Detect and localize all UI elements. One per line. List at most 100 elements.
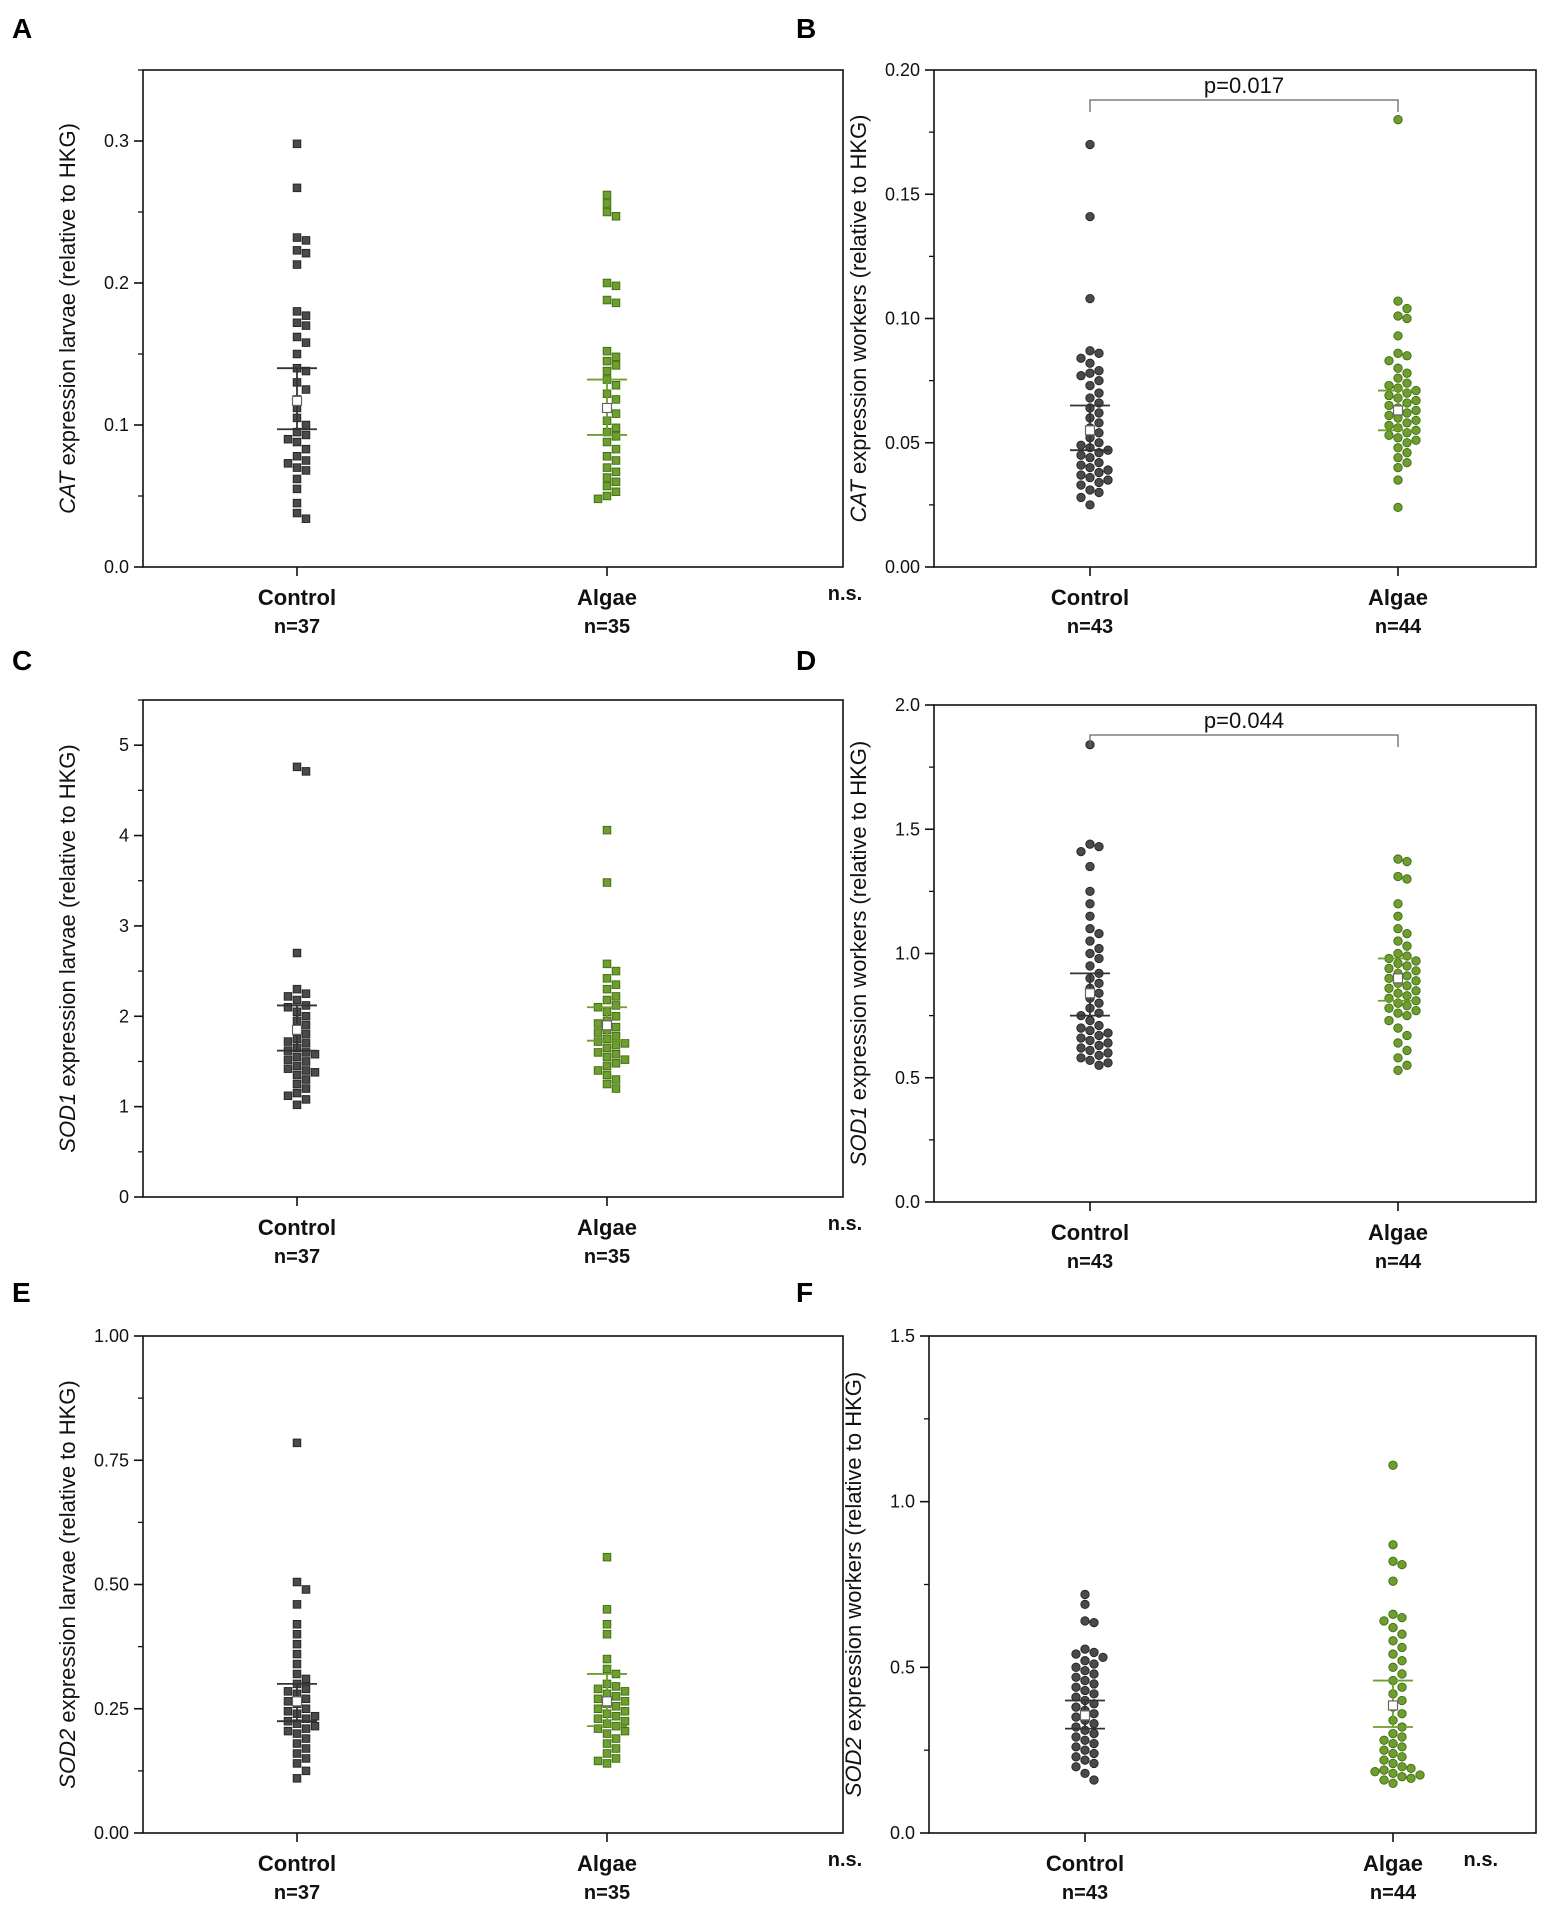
y-tick-label: 3 bbox=[119, 916, 129, 936]
data-point bbox=[1094, 998, 1104, 1008]
data-point bbox=[1085, 948, 1095, 959]
data-point bbox=[611, 1734, 621, 1743]
data-point bbox=[1080, 1685, 1090, 1696]
data-point bbox=[1388, 1758, 1398, 1769]
data-point bbox=[1094, 477, 1104, 488]
data-point bbox=[1384, 380, 1394, 391]
data-point bbox=[1402, 874, 1412, 884]
data-point bbox=[292, 1061, 302, 1071]
n-label: n=43 bbox=[1062, 1882, 1108, 1904]
data-point bbox=[1397, 1656, 1407, 1666]
data-point bbox=[1085, 961, 1095, 971]
mean-marker bbox=[601, 402, 613, 414]
data-point bbox=[292, 984, 302, 994]
data-point bbox=[301, 366, 311, 376]
data-point bbox=[1076, 470, 1086, 480]
data-point bbox=[1089, 1617, 1099, 1628]
data-point bbox=[292, 349, 302, 359]
data-point bbox=[611, 467, 621, 477]
data-point bbox=[602, 1664, 612, 1674]
data-point bbox=[611, 352, 621, 362]
data-point bbox=[1076, 460, 1086, 470]
data-point bbox=[301, 1012, 311, 1021]
y-tick-label: 0.2 bbox=[104, 273, 129, 293]
data-point bbox=[301, 1030, 311, 1039]
data-point bbox=[1085, 500, 1095, 510]
data-point bbox=[1094, 467, 1104, 478]
data-point bbox=[1388, 1662, 1398, 1672]
data-point bbox=[301, 1724, 311, 1733]
mean-marker bbox=[1084, 425, 1096, 436]
data-point bbox=[1094, 943, 1104, 954]
data-point bbox=[292, 1639, 302, 1649]
y-tick-label: 1.00 bbox=[94, 1326, 129, 1346]
x-tick-label: Algae bbox=[1363, 1851, 1423, 1876]
data-point bbox=[1397, 1559, 1407, 1570]
data-point bbox=[611, 1682, 621, 1691]
data-point bbox=[292, 508, 302, 518]
y-tick-label: 0.5 bbox=[890, 1657, 915, 1677]
y-axis-title: SOD2 expression larvae (relative to HKG) bbox=[55, 1380, 80, 1788]
data-point bbox=[1071, 1722, 1081, 1732]
data-point bbox=[1388, 1768, 1398, 1779]
data-point bbox=[1094, 487, 1104, 498]
data-point bbox=[1085, 472, 1095, 483]
data-point bbox=[1071, 1762, 1081, 1772]
plot-frame bbox=[142, 1335, 844, 1834]
data-point bbox=[301, 1766, 311, 1776]
data-point bbox=[1402, 941, 1412, 951]
mean-marker bbox=[1387, 1700, 1399, 1711]
data-point bbox=[1393, 1038, 1403, 1048]
data-point bbox=[1080, 1665, 1090, 1676]
y-tick-label: 1.0 bbox=[895, 944, 920, 964]
group-algae: Algae n=35 bbox=[577, 825, 637, 1268]
y-axis-gene: SOD2 bbox=[841, 1737, 866, 1797]
data-point bbox=[283, 1706, 293, 1716]
data-point bbox=[1085, 1025, 1095, 1036]
data-point bbox=[602, 1052, 612, 1062]
data-point bbox=[292, 183, 302, 193]
significance-label: n.s. bbox=[828, 1849, 862, 1871]
data-point bbox=[593, 1066, 603, 1075]
data-point bbox=[1103, 1048, 1113, 1058]
data-point bbox=[1085, 899, 1095, 909]
data-point bbox=[301, 1714, 311, 1723]
y-tick-label: 0.50 bbox=[94, 1575, 129, 1595]
data-point bbox=[1071, 1712, 1081, 1722]
data-point bbox=[1397, 1629, 1407, 1639]
data-point bbox=[1402, 398, 1412, 408]
data-point bbox=[1085, 886, 1095, 897]
data-point bbox=[611, 1692, 621, 1701]
mean-marker bbox=[291, 1024, 303, 1035]
mean-marker bbox=[1084, 988, 1096, 999]
data-point bbox=[1098, 1652, 1108, 1663]
data-point bbox=[1393, 1065, 1403, 1075]
data-point bbox=[1402, 438, 1412, 448]
data-point bbox=[283, 992, 293, 1001]
data-point bbox=[1393, 363, 1403, 373]
data-point bbox=[1393, 311, 1403, 321]
data-point bbox=[1384, 356, 1394, 366]
data-point bbox=[301, 321, 311, 330]
data-point bbox=[1103, 1028, 1113, 1038]
data-point bbox=[301, 1734, 311, 1743]
data-point bbox=[1393, 936, 1403, 946]
n-label: n=44 bbox=[1370, 1882, 1417, 1904]
data-point bbox=[1094, 375, 1104, 386]
data-point bbox=[611, 1711, 621, 1721]
y-tick-label: 2.0 bbox=[895, 695, 920, 715]
data-point bbox=[1370, 1767, 1380, 1777]
data-point bbox=[1411, 986, 1421, 996]
x-tick-label: Control bbox=[258, 1851, 336, 1876]
data-point bbox=[602, 451, 612, 461]
y-tick-label: 0.00 bbox=[885, 557, 920, 577]
panel-label: E bbox=[12, 1277, 31, 1308]
panel-a: A 0.0 0.1 0.2 0.3 CAT expression larvae (rela… bbox=[12, 13, 862, 638]
data-point bbox=[1388, 1738, 1398, 1749]
data-point bbox=[1080, 1656, 1090, 1666]
data-point bbox=[310, 1068, 320, 1077]
x-tick-label: Control bbox=[258, 585, 336, 610]
data-point bbox=[1076, 846, 1086, 857]
data-point bbox=[292, 332, 302, 342]
data-point bbox=[301, 1039, 311, 1048]
